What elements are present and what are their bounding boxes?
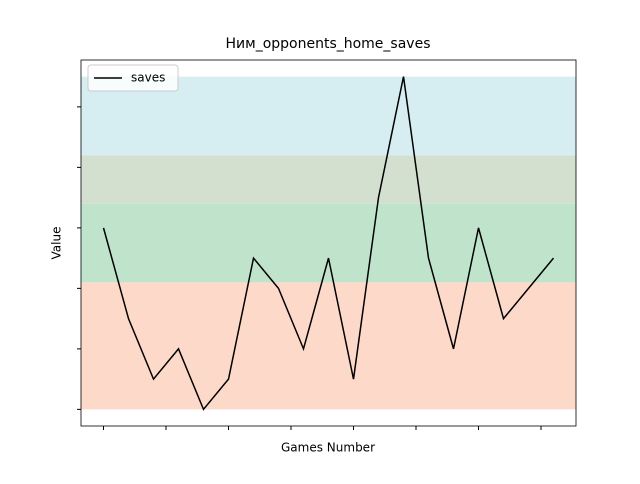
legend-label: saves — [131, 71, 165, 85]
line — [102, 76, 555, 411]
band — [81, 203, 576, 283]
plot-frame — [80, 59, 577, 427]
y-axis-label: Value — [50, 227, 64, 260]
band — [81, 155, 576, 204]
x-axis-label: Games Number — [281, 441, 375, 455]
chart-title: Ним_opponents_home_saves — [226, 36, 431, 52]
legend-box — [87, 64, 179, 92]
band — [81, 282, 576, 410]
